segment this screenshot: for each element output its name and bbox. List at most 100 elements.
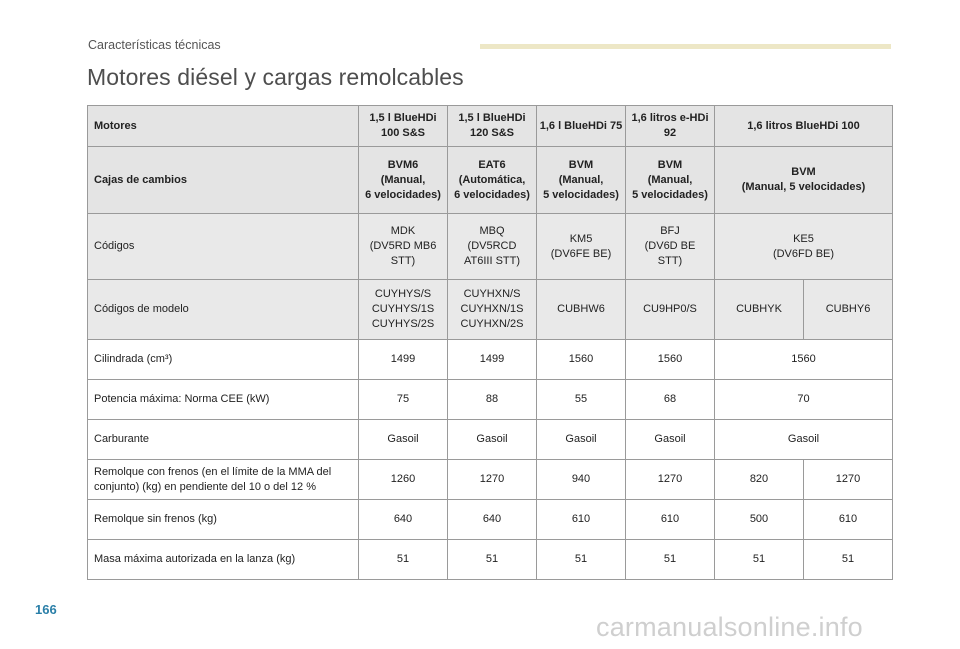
cell: CUYHYS/S CUYHYS/1S CUYHYS/2S bbox=[358, 279, 448, 340]
line: (Automática, bbox=[458, 173, 526, 186]
line: 6 velocidades) bbox=[454, 188, 530, 201]
line: (DV6D BE bbox=[644, 240, 696, 252]
cell: 1,6 l BlueHDi 75 bbox=[536, 105, 626, 147]
cell: 1560 bbox=[625, 339, 715, 380]
cell: 610 bbox=[536, 499, 626, 540]
cell: 51 bbox=[447, 539, 537, 580]
row-label: Cajas de cambios bbox=[87, 146, 359, 214]
row-remolque-con-frenos: Remolque con frenos (en el límite de la … bbox=[87, 459, 893, 500]
cell: Gasoil bbox=[625, 419, 715, 460]
row-motores: Motores 1,5 l BlueHDi 100 S&S 1,5 l Blue… bbox=[87, 105, 893, 147]
row-label: Códigos bbox=[87, 213, 359, 280]
cell: Gasoil bbox=[447, 419, 537, 460]
line: BVM6 bbox=[387, 158, 419, 171]
line: KE5 bbox=[793, 232, 814, 245]
cell: 640 bbox=[358, 499, 448, 540]
line: BVM bbox=[568, 158, 594, 171]
cell: CU9HP0/S bbox=[625, 279, 715, 340]
cell: 68 bbox=[625, 379, 715, 420]
cell: 51 bbox=[714, 539, 804, 580]
cell: Gasoil bbox=[714, 419, 893, 460]
cell: 610 bbox=[625, 499, 715, 540]
row-codigos-modelo: Códigos de modelo CUYHYS/S CUYHYS/1S CUY… bbox=[87, 279, 893, 340]
engine-spec-table: Motores 1,5 l BlueHDi 100 S&S 1,5 l Blue… bbox=[87, 105, 893, 580]
line: AT6III STT) bbox=[463, 255, 521, 267]
line: (Manual, bbox=[647, 173, 693, 186]
cell: 88 bbox=[447, 379, 537, 420]
line: Remolque con frenos (en el límite de la … bbox=[94, 465, 332, 478]
row-codigos: Códigos MDK (DV5RD MB6 STT) MBQ (DV5RCD … bbox=[87, 213, 893, 280]
cell: CUBHY6 bbox=[803, 279, 893, 340]
line: EAT6 bbox=[478, 158, 506, 171]
line: CUYHYS/S bbox=[374, 288, 432, 300]
row-masa-lanza: Masa máxima autorizada en la lanza (kg) … bbox=[87, 539, 893, 580]
page-number: 166 bbox=[35, 602, 57, 617]
line: (DV6FE BE) bbox=[550, 247, 612, 260]
line: 5 velocidades) bbox=[632, 188, 708, 201]
cell: 51 bbox=[536, 539, 626, 580]
line: (DV5RCD bbox=[467, 240, 517, 252]
row-label: Carburante bbox=[87, 419, 359, 460]
row-label: Remolque con frenos (en el límite de la … bbox=[87, 459, 359, 500]
row-label: Cilindrada (cm³) bbox=[87, 339, 359, 380]
watermark: carmanualsonline.info bbox=[596, 612, 863, 642]
row-label: Potencia máxima: Norma CEE (kW) bbox=[87, 379, 359, 420]
cell: 55 bbox=[536, 379, 626, 420]
header-accent-bar bbox=[480, 44, 891, 49]
line: BVM bbox=[657, 158, 683, 171]
cell: Gasoil bbox=[536, 419, 626, 460]
line: STT) bbox=[657, 255, 683, 267]
row-potencia: Potencia máxima: Norma CEE (kW) 75 88 55… bbox=[87, 379, 893, 420]
cell: CUBHYK bbox=[714, 279, 804, 340]
cell: 1270 bbox=[447, 459, 537, 500]
line: 6 velocidades) bbox=[365, 188, 441, 201]
row-remolque-sin-frenos: Remolque sin frenos (kg) 640 640 610 610… bbox=[87, 499, 893, 540]
cell: 70 bbox=[714, 379, 893, 420]
cell: KE5 (DV6FD BE) bbox=[714, 213, 893, 280]
row-label: Masa máxima autorizada en la lanza (kg) bbox=[87, 539, 359, 580]
line: BFJ bbox=[660, 225, 680, 237]
cell: 1560 bbox=[536, 339, 626, 380]
cell: MDK (DV5RD MB6 STT) bbox=[358, 213, 448, 280]
line: (Manual, bbox=[380, 173, 426, 186]
line: CUYHYS/1S bbox=[371, 303, 435, 315]
cell: 51 bbox=[625, 539, 715, 580]
line: (Manual, bbox=[558, 173, 604, 186]
cell: 51 bbox=[358, 539, 448, 580]
line: CUYHXN/2S bbox=[460, 318, 524, 330]
row-cilindrada: Cilindrada (cm³) 1499 1499 1560 1560 156… bbox=[87, 339, 893, 380]
cell: 1270 bbox=[803, 459, 893, 500]
line: (DV5RD MB6 bbox=[369, 240, 437, 252]
cell: BFJ (DV6D BE STT) bbox=[625, 213, 715, 280]
row-cajas: Cajas de cambios BVM6 (Manual, 6 velocid… bbox=[87, 146, 893, 214]
line: conjunto) (kg) en pendiente del 10 o del… bbox=[94, 480, 316, 493]
cell: 640 bbox=[447, 499, 537, 540]
cell: MBQ (DV5RCD AT6III STT) bbox=[447, 213, 537, 280]
cell: EAT6 (Automática, 6 velocidades) bbox=[447, 146, 537, 214]
cell: 1270 bbox=[625, 459, 715, 500]
line: CUYHXN/1S bbox=[460, 303, 524, 315]
cell: BVM (Manual, 5 velocidades) bbox=[536, 146, 626, 214]
cell: BVM (Manual, 5 velocidades) bbox=[625, 146, 715, 214]
cell: 820 bbox=[714, 459, 804, 500]
line: (Manual, 5 velocidades) bbox=[741, 181, 866, 193]
row-carburante: Carburante Gasoil Gasoil Gasoil Gasoil G… bbox=[87, 419, 893, 460]
cell: 1,5 l BlueHDi 100 S&S bbox=[358, 105, 448, 147]
cell: BVM6 (Manual, 6 velocidades) bbox=[358, 146, 448, 214]
line: KM5 bbox=[569, 232, 593, 245]
cell: 1499 bbox=[447, 339, 537, 380]
line: MBQ bbox=[479, 225, 505, 237]
line: BVM bbox=[791, 166, 816, 178]
cell: 1,5 l BlueHDi 120 S&S bbox=[447, 105, 537, 147]
cell: 1,6 litros e-HDi 92 bbox=[625, 105, 715, 147]
line: 5 velocidades) bbox=[543, 188, 619, 201]
line: MDK bbox=[390, 225, 416, 237]
cell: Gasoil bbox=[358, 419, 448, 460]
cell: 1260 bbox=[358, 459, 448, 500]
line: (DV6FD BE) bbox=[772, 247, 835, 260]
cell: 1,6 litros BlueHDi 100 bbox=[714, 105, 893, 147]
page-title: Motores diésel y cargas remolcables bbox=[87, 64, 464, 90]
cell: KM5 (DV6FE BE) bbox=[536, 213, 626, 280]
row-label: Motores bbox=[87, 105, 359, 147]
cell: 500 bbox=[714, 499, 804, 540]
